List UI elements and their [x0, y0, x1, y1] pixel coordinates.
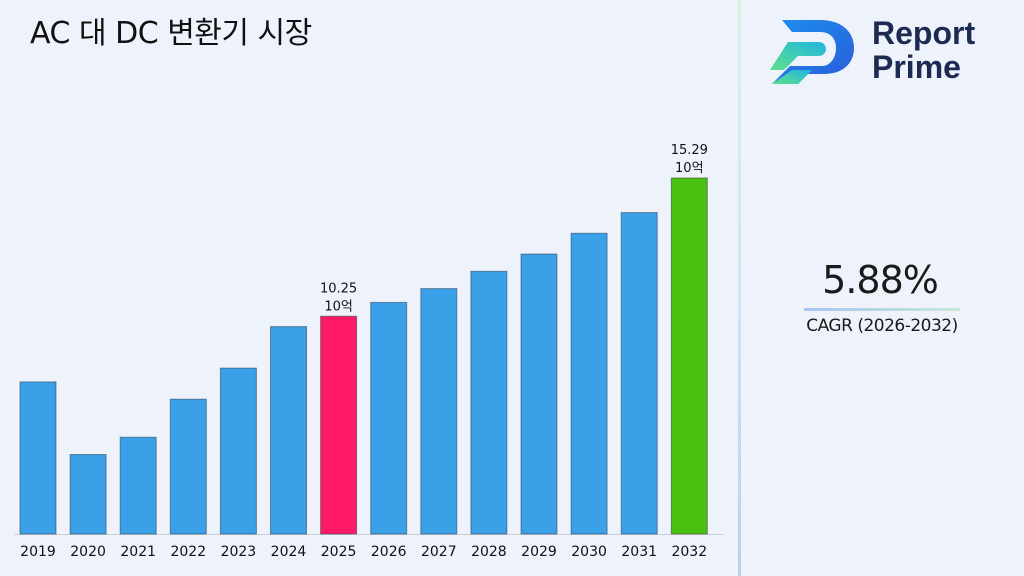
x-tick-label-2029: 2029 — [521, 544, 557, 560]
cagr-underline — [804, 308, 960, 311]
panel-divider — [738, 0, 741, 576]
x-tick-label-2023: 2023 — [221, 544, 257, 560]
x-tick-label-2027: 2027 — [421, 544, 457, 560]
bar-2030 — [570, 232, 608, 535]
bar-2032 — [670, 177, 708, 535]
bar-2020 — [69, 454, 107, 535]
bar-2027 — [420, 288, 458, 535]
x-tick-label-2030: 2030 — [571, 544, 607, 560]
bar-2029 — [520, 253, 558, 535]
cagr-label: CAGR (2026-2032) — [806, 316, 958, 336]
x-tick-label-2026: 2026 — [371, 544, 407, 560]
data-label-unit-2025: 10억 — [324, 299, 353, 314]
chart-title: AC 대 DC 변환기 시장 — [30, 16, 312, 51]
bar-chart: 2019 2020 2021 2022 2023 2024 2025 2026 2027 2028… — [14, 143, 724, 560]
x-tick-label-2021: 2021 — [120, 544, 156, 560]
x-tick-label-2028: 2028 — [471, 544, 507, 560]
data-label-unit-2032: 10억 — [675, 161, 704, 176]
logo-wordmark: Report Prime — [872, 16, 975, 84]
bar-2023 — [219, 367, 257, 535]
bar-2031 — [620, 212, 658, 535]
bar-2026 — [370, 301, 408, 535]
x-tick-label-2019: 2019 — [20, 544, 56, 560]
bar-2024 — [270, 326, 307, 535]
bar-2022 — [169, 398, 207, 535]
x-tick-label-2032: 2032 — [671, 544, 707, 560]
x-tick-label-2020: 2020 — [70, 544, 106, 560]
bar-2028 — [470, 270, 508, 535]
data-label-value-2025: 10.25 — [320, 281, 357, 296]
logo-text-prime: Prime — [872, 49, 961, 85]
x-tick-label-2031: 2031 — [621, 544, 657, 560]
logo-mark-icon — [770, 20, 854, 84]
x-tick-label-2022: 2022 — [170, 544, 206, 560]
x-tick-label-2025: 2025 — [321, 544, 357, 560]
bar-2021 — [119, 436, 157, 535]
report-prime-logo[interactable]: Report Prime — [768, 14, 1003, 86]
x-tick-label-2024: 2024 — [271, 544, 307, 560]
logo-text-report: Report — [872, 15, 976, 51]
cagr-value: 5.88% — [822, 258, 939, 302]
bar-2025 — [320, 315, 358, 535]
bar-2019 — [19, 381, 57, 535]
data-label-value-2032: 15.29 — [671, 143, 708, 158]
